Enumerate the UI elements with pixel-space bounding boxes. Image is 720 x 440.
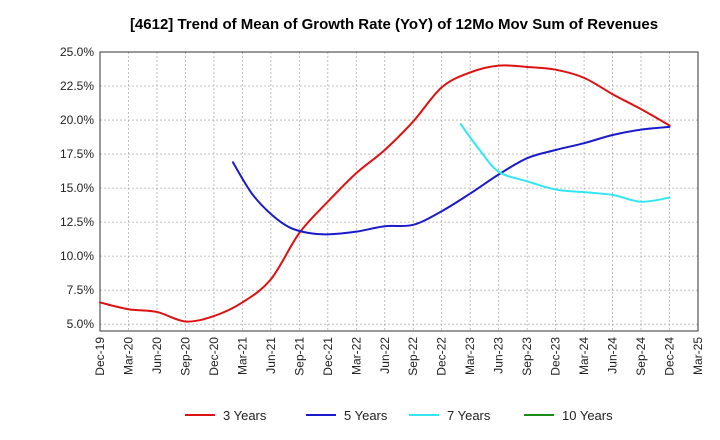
x-tick-label: Mar-22	[349, 337, 363, 375]
legend-label-7-years: 7 Years	[447, 408, 491, 423]
x-tick-label: Dec-22	[435, 337, 449, 376]
legend-label-5-years: 5 Years	[344, 408, 388, 423]
legend-label-10-years: 10 Years	[562, 408, 613, 423]
y-tick-label: 22.5%	[60, 79, 94, 93]
y-tick-label: 12.5%	[60, 215, 94, 229]
x-tick-label: Dec-21	[321, 337, 335, 376]
x-axis-tick-labels: Dec-19 Mar-20 Jun-20 Sep-20 Dec-20 Mar-21 Jun-…	[93, 337, 705, 376]
y-tick-label: 17.5%	[60, 147, 94, 161]
x-tick-label: Sep-24	[634, 337, 648, 376]
series-lines	[99, 64, 671, 323]
series-line-5-years	[231, 125, 671, 236]
x-tick-label: Dec-23	[549, 337, 563, 376]
x-tick-label: Mar-20	[121, 337, 135, 375]
y-tick-label: 7.5%	[67, 283, 95, 297]
legend: 3 Years 5 Years 7 Years 10 Years	[185, 408, 613, 423]
chart-title: [4612] Trend of Mean of Growth Rate (YoY…	[130, 16, 658, 33]
y-tick-label: 10.0%	[60, 249, 94, 263]
x-tick-label: Sep-22	[406, 337, 420, 376]
x-gridlines	[99, 52, 699, 331]
x-tick-label: Sep-23	[520, 337, 534, 376]
x-tick-label: Dec-19	[93, 337, 107, 376]
x-tick-label: Dec-24	[663, 337, 677, 376]
y-tick-label: 5.0%	[67, 317, 95, 331]
y-axis-tick-labels: 5.0% 7.5% 10.0% 12.5% 15.0% 17.5% 20.0% 22.5% 25…	[60, 45, 94, 331]
plot-area	[100, 52, 698, 331]
y-tick-label: 25.0%	[60, 45, 94, 59]
x-tick-label: Jun-23	[492, 337, 506, 374]
x-tick-label: Jun-24	[606, 337, 620, 374]
legend-label-3-years: 3 Years	[223, 408, 267, 423]
x-tick-label: Jun-21	[264, 337, 278, 374]
series-line-3-years	[99, 64, 671, 323]
series-line-7-years	[459, 123, 671, 203]
x-tick-label: Jun-20	[150, 337, 164, 374]
x-tick-label: Mar-24	[577, 337, 591, 375]
x-tick-label: Mar-23	[463, 337, 477, 375]
x-tick-label: Jun-22	[378, 337, 392, 374]
plot-frame	[99, 51, 699, 332]
x-tick-label: Sep-20	[178, 337, 192, 376]
y-tick-label: 20.0%	[60, 113, 94, 127]
x-tick-label: Sep-21	[292, 337, 306, 376]
x-tick-label: Mar-25	[691, 337, 705, 375]
y-tick-label: 15.0%	[60, 181, 94, 195]
x-tick-label: Mar-21	[235, 337, 249, 375]
x-tick-label: Dec-20	[207, 337, 221, 376]
